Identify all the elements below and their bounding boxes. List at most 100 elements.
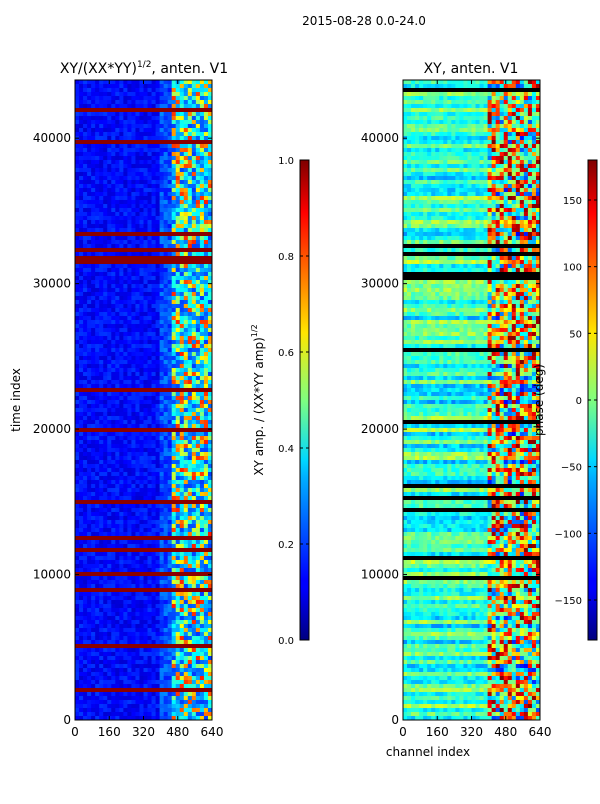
left-cell (111, 576, 115, 580)
left-cell (188, 524, 192, 528)
left-cell (119, 464, 123, 468)
left-cell (152, 412, 156, 416)
left-cell (164, 160, 168, 164)
left-cell (196, 136, 200, 140)
left-cell (192, 420, 196, 424)
left-cell (152, 552, 156, 556)
left-cell (144, 324, 148, 328)
left-cell (204, 184, 208, 188)
left-cell (156, 412, 160, 416)
left-cell (188, 172, 192, 176)
left-cell (196, 184, 200, 188)
left-cell (184, 228, 188, 232)
left-cell (164, 148, 168, 152)
left-cell (204, 656, 208, 660)
left-cell (184, 104, 188, 108)
left-flag-row (75, 428, 212, 432)
left-cell (139, 520, 143, 524)
left-cell (87, 476, 91, 480)
left-cell (156, 584, 160, 588)
left-cell (176, 452, 180, 456)
left-cell (135, 408, 139, 412)
left-cell (176, 416, 180, 420)
left-cell (139, 200, 143, 204)
left-cell (192, 244, 196, 248)
left-cell (164, 660, 168, 664)
left-cell (196, 92, 200, 96)
left-cell (95, 288, 99, 292)
left-cell (168, 476, 172, 480)
left-cell (160, 460, 164, 464)
left-cell (127, 272, 131, 276)
left-cell (107, 392, 111, 396)
left-cell (204, 384, 208, 388)
left-cell (99, 84, 103, 88)
left-cell (192, 344, 196, 348)
left-cell (115, 172, 119, 176)
left-cell (196, 328, 200, 332)
left-cell (103, 340, 107, 344)
left-cell (204, 676, 208, 680)
left-cell (79, 524, 83, 528)
left-cell (127, 116, 131, 120)
left-cell (115, 120, 119, 124)
left-cell (79, 532, 83, 536)
left-cell (176, 620, 180, 624)
left-cell (119, 608, 123, 612)
left-cell (188, 552, 192, 556)
left-cell (119, 516, 123, 520)
left-cell (192, 348, 196, 352)
left-cell (152, 632, 156, 636)
left-cell (160, 608, 164, 612)
left-cell (79, 440, 83, 444)
left-cell (152, 616, 156, 620)
left-cell (172, 200, 176, 204)
left-cell (135, 464, 139, 468)
left-cell (168, 296, 172, 300)
left-cell (176, 308, 180, 312)
left-cell (107, 528, 111, 532)
left-cell (192, 604, 196, 608)
left-cell (200, 340, 204, 344)
left-cell (107, 424, 111, 428)
left-cell (135, 364, 139, 368)
left-cell (75, 300, 79, 304)
left-cell (127, 604, 131, 608)
left-cell (123, 444, 127, 448)
left-cell (200, 240, 204, 244)
left-cell (123, 204, 127, 208)
left-cell (200, 208, 204, 212)
left-cell (172, 452, 176, 456)
left-cell (164, 268, 168, 272)
left-cell (176, 668, 180, 672)
left-cell (79, 356, 83, 360)
left-cell (139, 128, 143, 132)
left-cell (176, 224, 180, 228)
left-cell (119, 352, 123, 356)
left-cell (200, 544, 204, 548)
left-cell (103, 212, 107, 216)
left-cell (196, 408, 200, 412)
left-cell (156, 124, 160, 128)
left-cell (180, 564, 184, 568)
left-cell (152, 636, 156, 640)
left-cell (148, 368, 152, 372)
left-cell (200, 596, 204, 600)
left-cell (200, 84, 204, 88)
left-cell (156, 612, 160, 616)
left-cell (79, 488, 83, 492)
left-cell (188, 652, 192, 656)
left-cell (95, 696, 99, 700)
left-cell (172, 612, 176, 616)
left-cell (99, 168, 103, 172)
left-cell (176, 560, 180, 564)
left-cell (200, 612, 204, 616)
left-cell (119, 448, 123, 452)
left-cell (184, 380, 188, 384)
left-cell (75, 404, 79, 408)
left-cell (184, 676, 188, 680)
left-cell (107, 132, 111, 136)
left-cell (83, 344, 87, 348)
left-cell (180, 408, 184, 412)
left-cell (131, 424, 135, 428)
